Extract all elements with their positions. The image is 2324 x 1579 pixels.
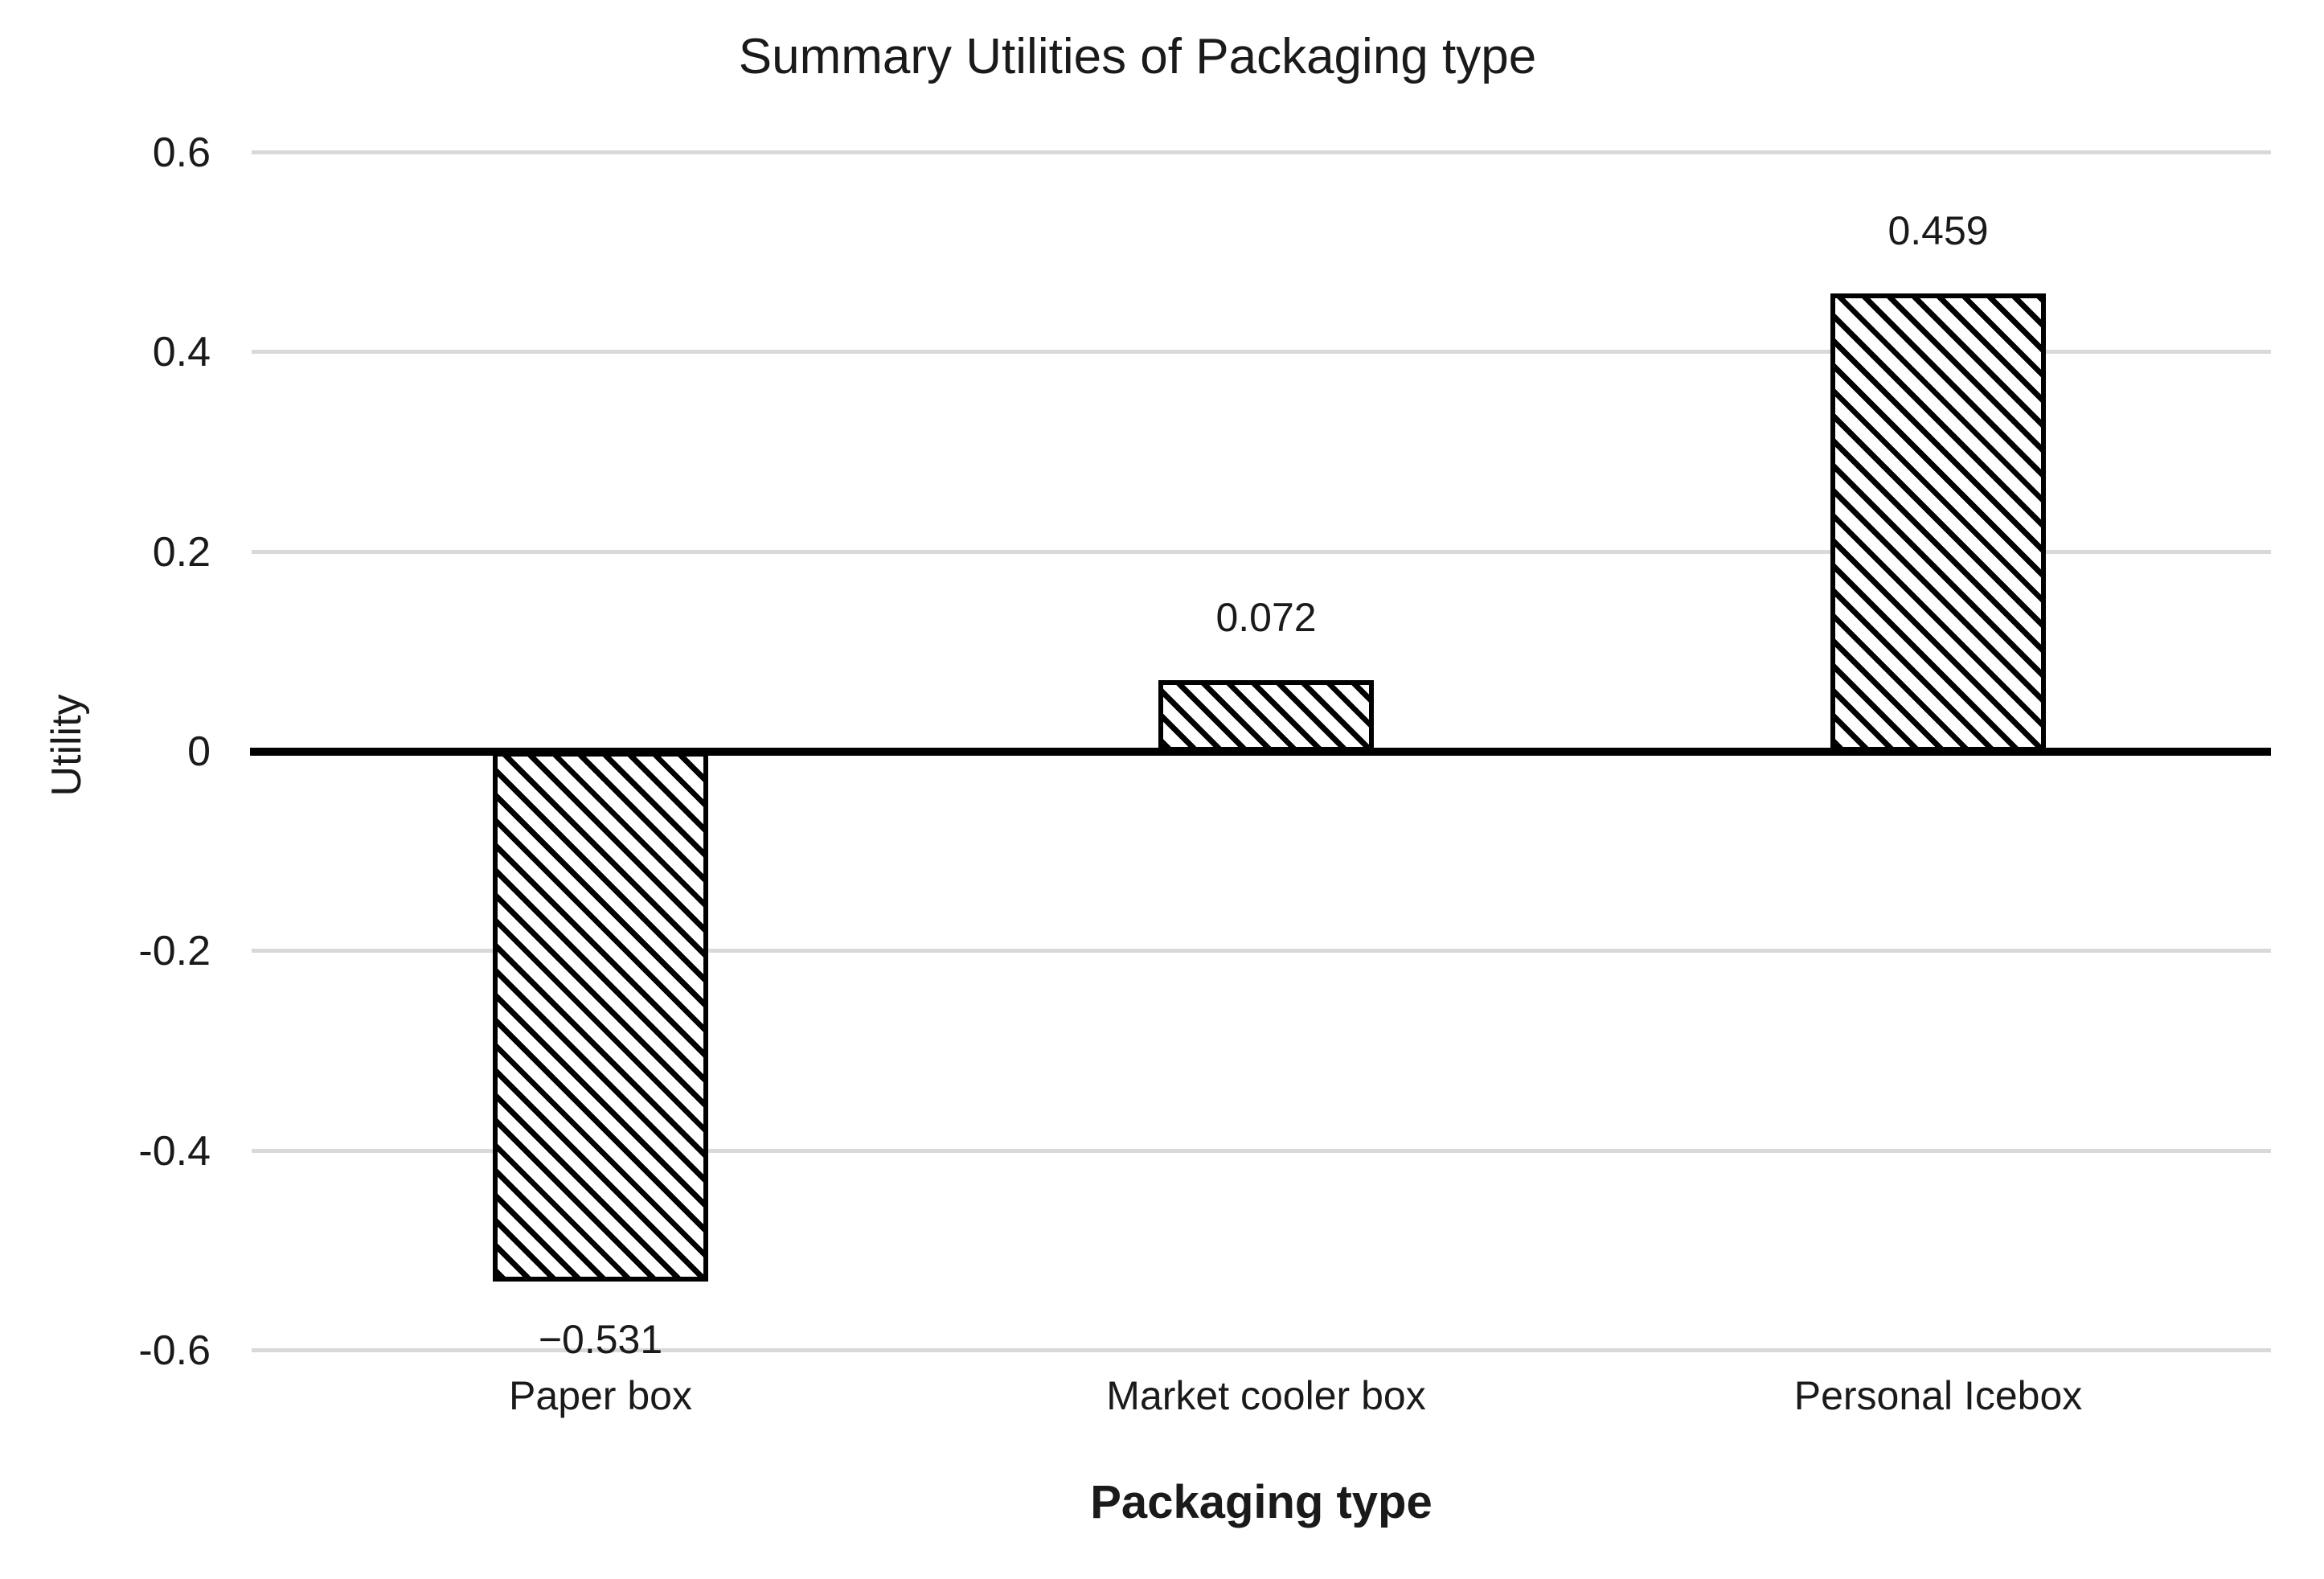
y-tick-label: 0.2 — [152, 528, 211, 576]
bar-personal-icebox — [1830, 293, 2046, 752]
gridline — [252, 1348, 2271, 1352]
y-tick-label: 0 — [187, 728, 211, 775]
value-label: 0.072 — [1215, 594, 1317, 640]
y-tick-label: -0.4 — [138, 1127, 211, 1175]
y-tick-label: -0.6 — [138, 1327, 211, 1374]
x-axis-title: Packaging type — [1090, 1476, 1433, 1528]
gridline — [252, 350, 2271, 355]
value-label: 0.459 — [1887, 208, 1989, 254]
x-category-label: Personal Icebox — [1793, 1373, 2083, 1418]
bar-paper-box — [493, 752, 708, 1282]
gridline — [252, 1148, 2271, 1153]
gridline — [252, 150, 2271, 154]
zero-axis-line — [250, 748, 2271, 756]
chart-title: Summary Utilities of Packaging type — [738, 29, 1537, 84]
x-category-label: Market cooler box — [1106, 1373, 1426, 1418]
y-tick-label: -0.2 — [138, 928, 211, 975]
gridline — [252, 549, 2271, 554]
x-category-label: Paper box — [509, 1373, 692, 1418]
bar-market-cooler-box — [1158, 679, 1374, 752]
y-tick-label: 0.4 — [152, 329, 211, 376]
y-tick-label: 0.6 — [152, 129, 211, 176]
gridline — [252, 949, 2271, 954]
plot-area: −0.531 Paper box 0.072 Market cooler box 0.4… — [250, 150, 2271, 1418]
value-label: −0.531 — [538, 1317, 663, 1363]
